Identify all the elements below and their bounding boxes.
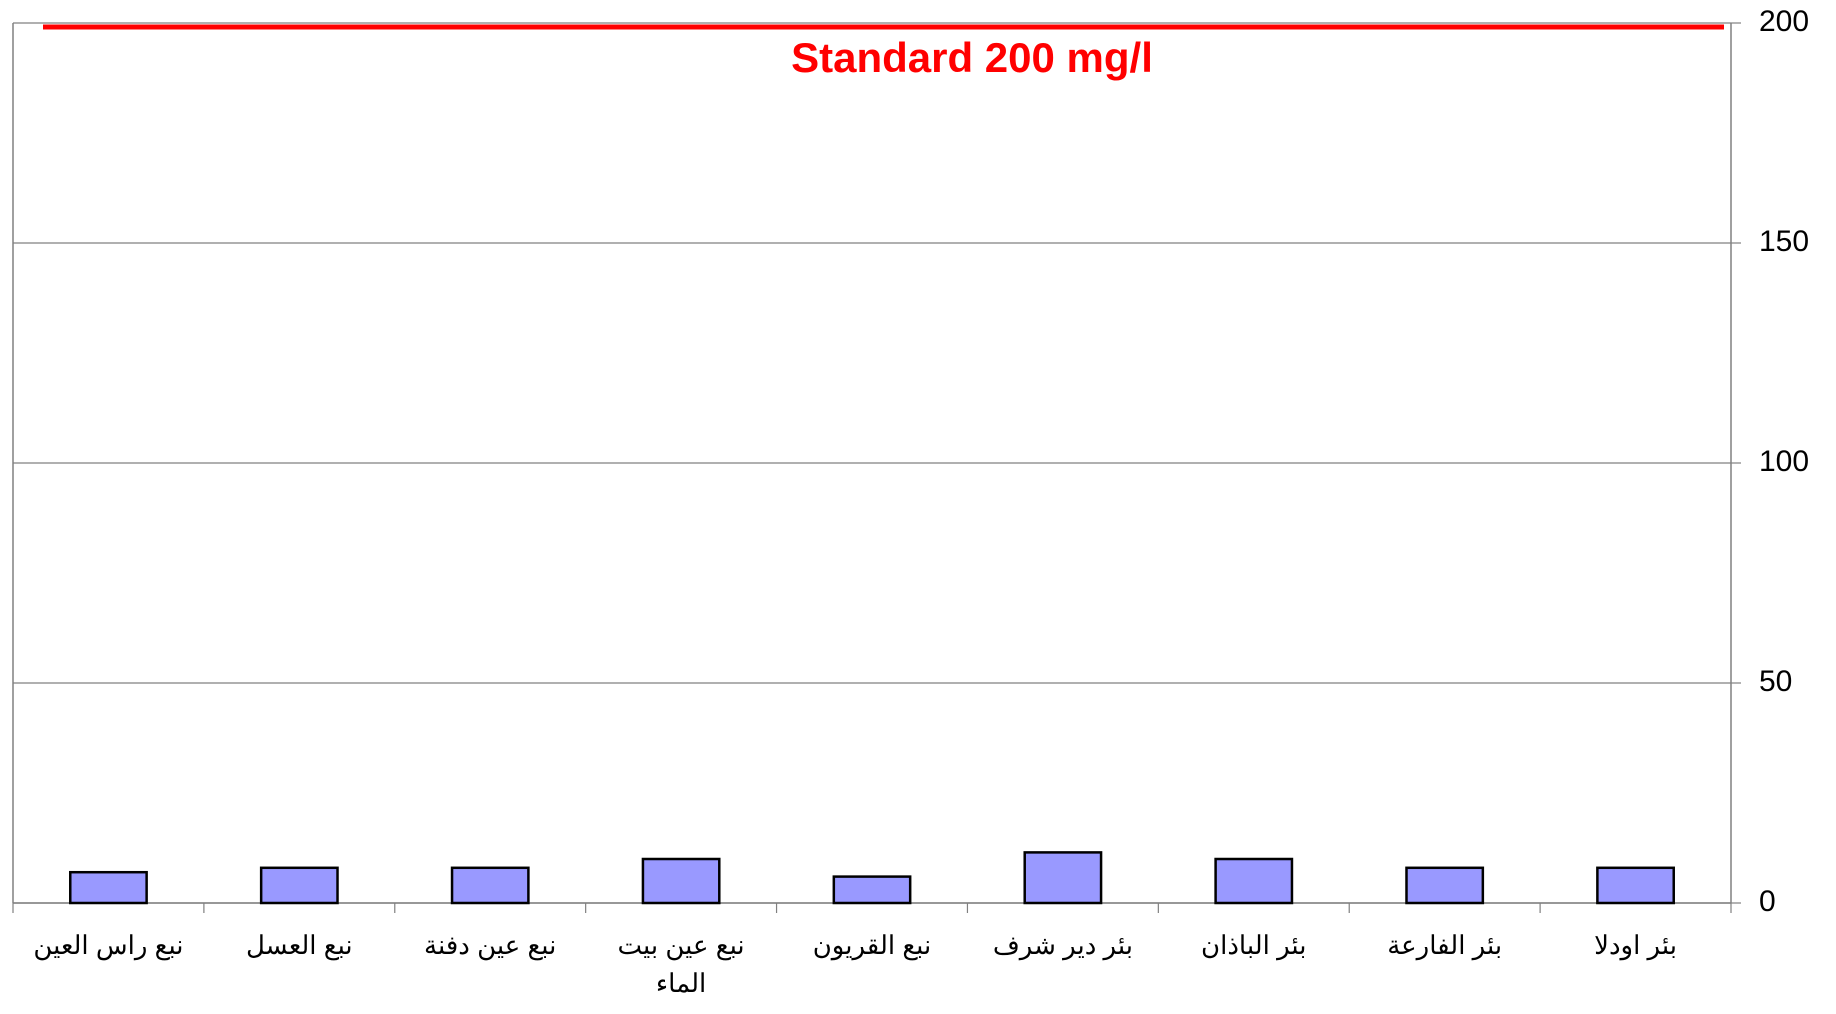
y-tick-label: 150 xyxy=(1759,225,1809,258)
bar xyxy=(450,866,530,905)
bar xyxy=(259,866,339,905)
y-tick-label: 100 xyxy=(1759,445,1809,478)
x-tick-label: بئر الباذان xyxy=(1201,930,1307,960)
x-tick-label: بئر الفارعة xyxy=(1387,930,1503,960)
bar xyxy=(832,875,912,905)
bar xyxy=(69,870,148,905)
x-tick-label: نبع عين دفنة xyxy=(424,930,557,960)
x-tick-label: بئر دير شرف xyxy=(992,930,1133,960)
bar xyxy=(1214,857,1294,905)
x-tick-label: نبع راس العين xyxy=(33,930,184,960)
x-tick-label: نبع القريون xyxy=(812,930,932,960)
bar xyxy=(1023,851,1103,905)
y-tick-label: 200 xyxy=(1759,5,1809,38)
bar xyxy=(641,857,721,905)
bar xyxy=(1596,866,1675,905)
x-tick-label: نبع عين بيت الماء xyxy=(617,930,745,998)
reference-label: Standard 200 mg/l xyxy=(791,34,1153,81)
x-tick-label: نبع العسل xyxy=(245,930,353,960)
bar xyxy=(1405,866,1485,905)
y-tick-label: 0 xyxy=(1759,885,1776,918)
x-tick-label: بئر اودلا xyxy=(1594,930,1677,960)
y-tick-label: 50 xyxy=(1759,665,1792,698)
